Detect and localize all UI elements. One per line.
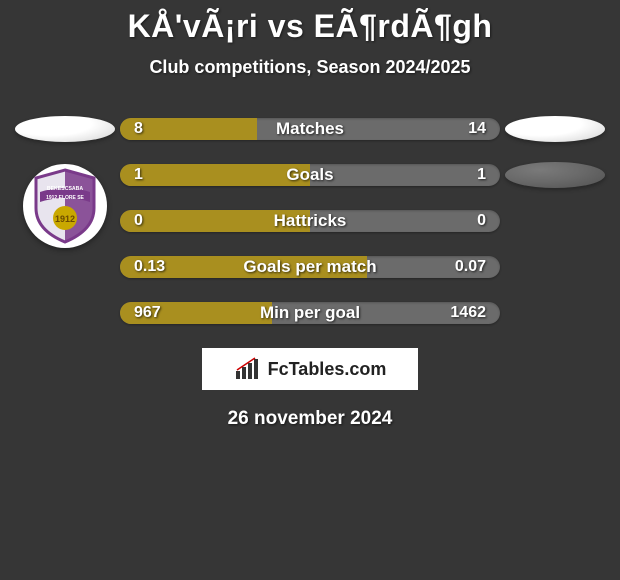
stat-label: Goals xyxy=(286,164,333,186)
stat-left-value: 0 xyxy=(134,210,143,232)
stat-bar: 967 Min per goal 1462 xyxy=(120,302,500,324)
stat-right-value: 0.07 xyxy=(455,256,486,278)
bar-chart-icon xyxy=(234,357,262,381)
stat-label: Matches xyxy=(276,118,344,140)
stat-right-value: 1 xyxy=(477,164,486,186)
brand-text: FcTables.com xyxy=(268,359,387,380)
subtitle: Club competitions, Season 2024/2025 xyxy=(10,57,610,78)
svg-text:BEKESCSABA: BEKESCSABA xyxy=(47,186,84,192)
team-badge-icon: BEKESCSABA 1912 ELORE SE 1912 xyxy=(23,164,107,248)
stat-left-value: 967 xyxy=(134,302,161,324)
stat-label: Hattricks xyxy=(274,210,347,232)
stat-left-value: 8 xyxy=(134,118,143,140)
stat-label: Min per goal xyxy=(260,302,360,324)
team-ellipse-dark-icon xyxy=(505,162,605,188)
stat-label: Goals per match xyxy=(243,256,376,278)
svg-text:1912 ELORE SE: 1912 ELORE SE xyxy=(46,195,84,201)
stat-bar: 8 Matches 14 xyxy=(120,118,500,140)
stat-right-value: 0 xyxy=(477,210,486,232)
team-ellipse-icon xyxy=(15,116,115,142)
svg-text:1912: 1912 xyxy=(55,214,75,224)
page-title: KÅ'vÃ¡ri vs EÃ¶rdÃ¶gh xyxy=(10,8,610,45)
date-label: 26 november 2024 xyxy=(10,408,610,430)
stat-right-value: 14 xyxy=(468,118,486,140)
stat-left-value: 1 xyxy=(134,164,143,186)
stat-right-value: 1462 xyxy=(450,302,486,324)
stat-left-value: 0.13 xyxy=(134,256,165,278)
stat-bar: 1 Goals 1 xyxy=(120,164,500,186)
stat-bar: 0.13 Goals per match 0.07 xyxy=(120,256,500,278)
brand-box[interactable]: FcTables.com xyxy=(202,348,418,390)
stat-bar: 0 Hattricks 0 xyxy=(120,210,500,232)
team-ellipse-icon xyxy=(505,116,605,142)
